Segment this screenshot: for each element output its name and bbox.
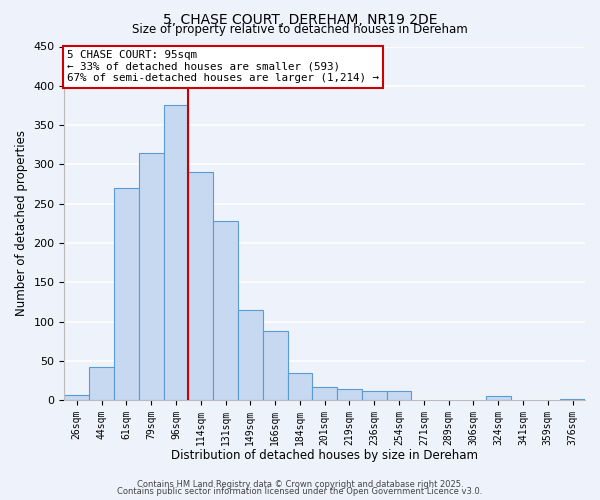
Bar bbox=[263, 331, 287, 400]
Text: 5 CHASE COURT: 95sqm
← 33% of detached houses are smaller (593)
67% of semi-deta: 5 CHASE COURT: 95sqm ← 33% of detached h… bbox=[67, 50, 379, 83]
Bar bbox=[164, 106, 188, 401]
Bar bbox=[238, 310, 263, 400]
Text: Contains HM Land Registry data © Crown copyright and database right 2025.: Contains HM Land Registry data © Crown c… bbox=[137, 480, 463, 489]
Bar bbox=[313, 387, 337, 400]
Y-axis label: Number of detached properties: Number of detached properties bbox=[15, 130, 28, 316]
Bar bbox=[89, 368, 114, 400]
Text: Contains public sector information licensed under the Open Government Licence v3: Contains public sector information licen… bbox=[118, 488, 482, 496]
Bar bbox=[362, 391, 386, 400]
Text: 5, CHASE COURT, DEREHAM, NR19 2DE: 5, CHASE COURT, DEREHAM, NR19 2DE bbox=[163, 12, 437, 26]
Text: Size of property relative to detached houses in Dereham: Size of property relative to detached ho… bbox=[132, 22, 468, 36]
Bar bbox=[213, 221, 238, 400]
Bar bbox=[188, 172, 213, 400]
X-axis label: Distribution of detached houses by size in Dereham: Distribution of detached houses by size … bbox=[171, 450, 478, 462]
Bar bbox=[287, 373, 313, 400]
Bar bbox=[337, 388, 362, 400]
Bar bbox=[386, 391, 412, 400]
Bar bbox=[64, 395, 89, 400]
Bar bbox=[486, 396, 511, 400]
Bar bbox=[139, 152, 164, 400]
Bar bbox=[560, 399, 585, 400]
Bar bbox=[114, 188, 139, 400]
